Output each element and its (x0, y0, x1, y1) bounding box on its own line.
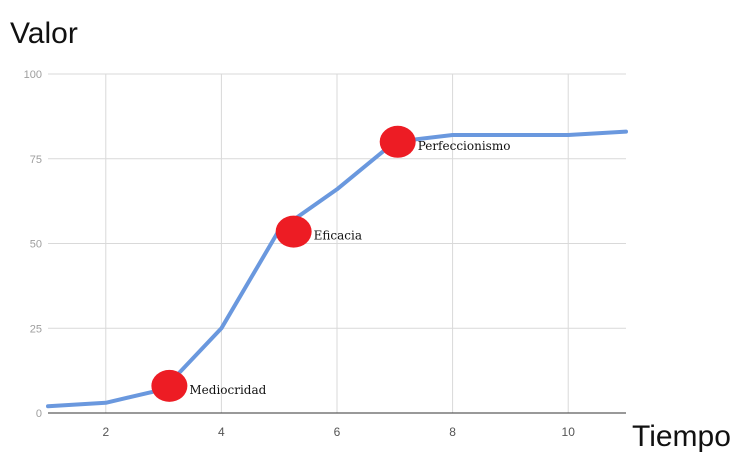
y-tick-label: 25 (30, 323, 42, 335)
grid (48, 73, 626, 413)
annotation-label: Perfeccionismo (418, 139, 511, 153)
annotation-label: Eficacia (314, 229, 362, 243)
y-tick-label: 0 (36, 408, 42, 420)
x-tick-label: 8 (449, 425, 456, 439)
x-tick-label: 10 (562, 425, 576, 439)
annotation-marker (275, 215, 312, 248)
annotation-label: Mediocridad (189, 383, 266, 397)
series-line-group (46, 129, 628, 409)
annotation-markers: Mediocridad Eficacia Perfeccionismo (151, 125, 511, 402)
y-tick-label: 100 (24, 69, 42, 81)
x-axis-title: Tiempo (632, 420, 731, 453)
y-axis-title: Valor (10, 17, 78, 50)
annotation-marker (151, 369, 188, 402)
x-tick-label: 2 (102, 425, 109, 439)
annotation-marker (379, 125, 416, 158)
y-tick-label: 50 (30, 239, 42, 251)
series-line (46, 129, 628, 409)
x-tick-label: 6 (334, 425, 341, 439)
y-tick-label: 75 (30, 154, 42, 166)
x-tick-label: 4 (218, 425, 225, 439)
axes: 0 25 50 75 100 2 4 6 8 10 (24, 69, 626, 439)
